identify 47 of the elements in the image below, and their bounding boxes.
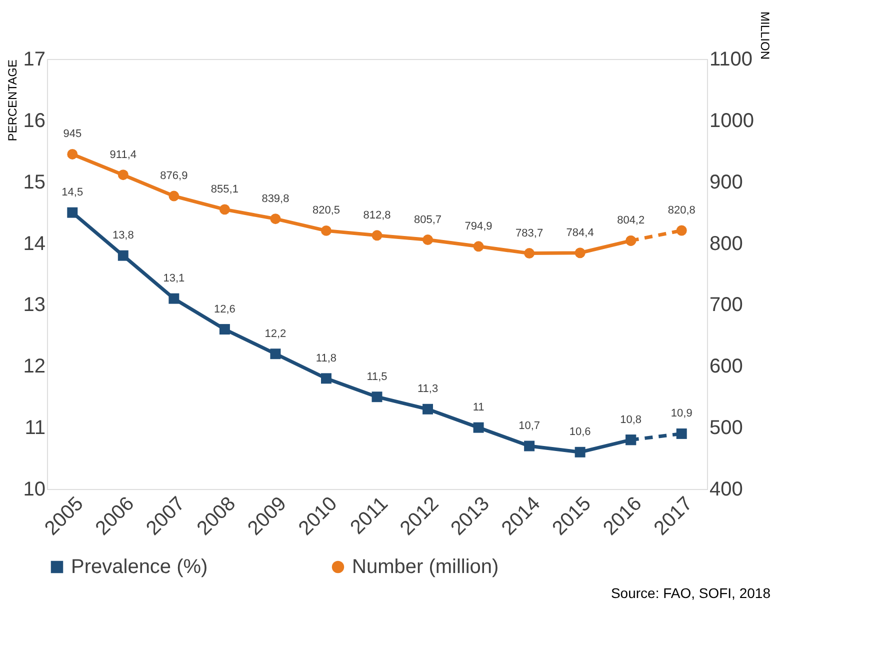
y2-axis-title: MILLION	[758, 11, 772, 60]
data-label: 11,5	[366, 370, 388, 383]
y2-tick-label: 1000	[710, 110, 754, 132]
data-label: 945	[63, 128, 82, 140]
y-tick-label: 13	[23, 294, 46, 316]
data-label: 911,4	[110, 148, 137, 161]
data-label: 12,2	[264, 328, 286, 340]
y-tick-label: 11	[24, 417, 46, 440]
y2-tick-label: 600	[710, 356, 743, 378]
data-label: 10,6	[569, 426, 591, 438]
data-label: 11,3	[417, 383, 438, 396]
data-label: 10,7	[518, 420, 540, 432]
data-label: 855,1	[210, 183, 238, 196]
y2-tick-label: 400	[710, 478, 743, 500]
data-label: 784,4	[566, 226, 594, 239]
y-tick-label: 14	[23, 232, 46, 255]
data-label: 820,8	[668, 204, 696, 217]
y2-tick-label: 500	[710, 417, 743, 440]
data-label: 804,2	[617, 214, 645, 227]
y2-tick-label: 800	[710, 232, 743, 255]
y-axis-title: PERCENTAGE	[5, 60, 20, 142]
y2-tick-label: 1100	[710, 48, 753, 70]
data-label: 13,8	[112, 230, 134, 242]
source-note: Source: FAO, SOFI, 2018	[610, 585, 771, 601]
y2-tick-label: 900	[710, 171, 743, 194]
y-tick-label: 10	[23, 478, 46, 500]
data-label: 783,7	[516, 227, 544, 240]
legend-label: Number (million)	[352, 556, 499, 578]
y-tick-label: 16	[23, 110, 46, 132]
data-label: 839,8	[262, 192, 290, 205]
data-label: 876,9	[160, 170, 188, 182]
data-label: 11	[472, 402, 484, 414]
data-label: 12,6	[214, 303, 236, 316]
data-label: 11,8	[316, 352, 337, 364]
y-tick-label: 17	[23, 48, 46, 70]
data-label: 10,9	[670, 408, 692, 420]
y-tick-label: 12	[23, 356, 46, 378]
data-label: 820,5	[312, 204, 340, 217]
data-label: 10,8	[620, 414, 642, 426]
data-label: 812,8	[363, 209, 391, 222]
data-label: 13,1	[163, 272, 185, 285]
data-label: 805,7	[414, 214, 442, 226]
y2-tick-label: 700	[710, 294, 743, 316]
y-tick-label: 15	[23, 171, 46, 194]
data-label: 794,9	[464, 220, 492, 232]
data-label: 14,5	[62, 186, 84, 199]
legend-label: Prevalence (%)	[71, 556, 208, 578]
